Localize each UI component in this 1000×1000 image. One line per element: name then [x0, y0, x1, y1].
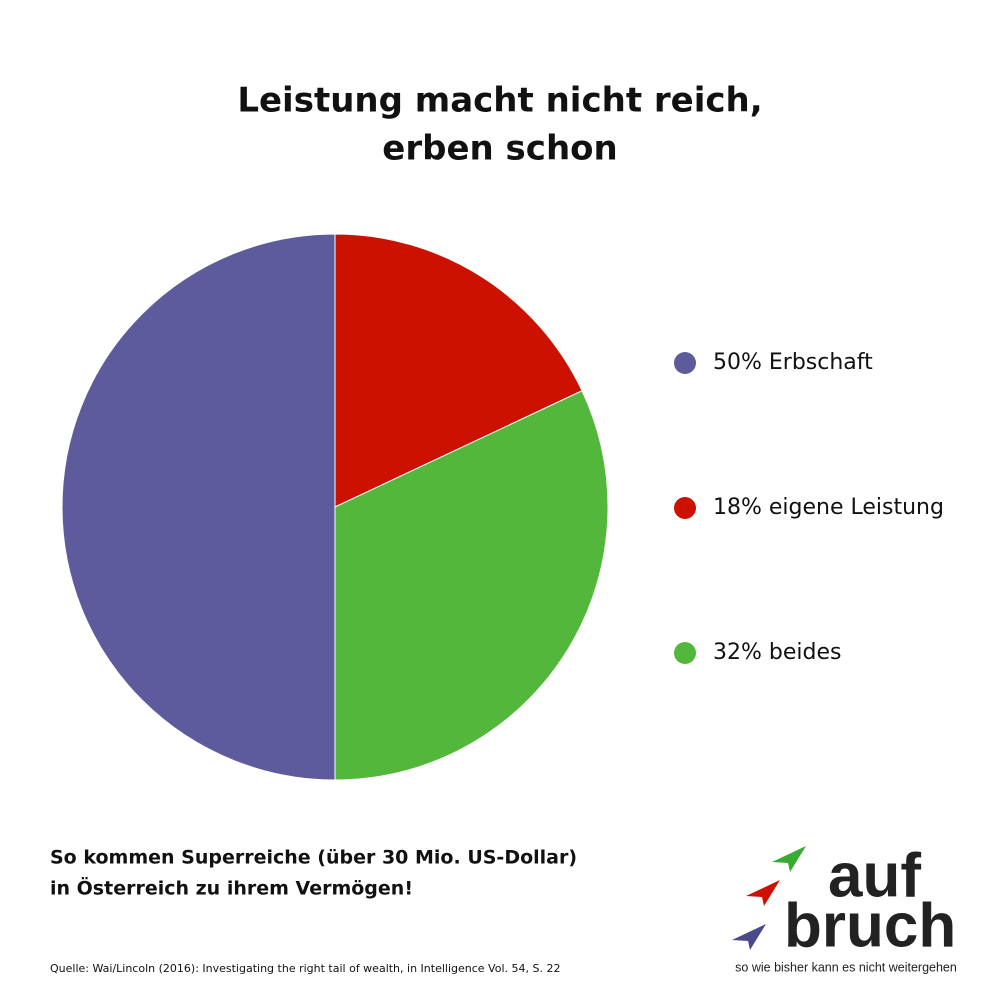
- logo-arrow: [732, 924, 766, 950]
- legend-marker: [674, 352, 696, 374]
- chart-title: erben schon: [382, 129, 617, 169]
- legend-marker: [674, 642, 696, 664]
- legend-label: 50% Erbschaft: [713, 350, 873, 375]
- logo-arrow: [746, 880, 780, 906]
- logo-text: bruch: [784, 891, 956, 960]
- subtitle: So kommen Superreiche (über 30 Mio. US-D…: [50, 847, 577, 869]
- logo-tagline: so wie bisher kann es nicht weitergehen: [735, 960, 957, 974]
- pie-slice: [61, 233, 336, 781]
- subtitle: in Österreich zu ihrem Vermögen!: [50, 876, 413, 900]
- pie-slice: [334, 233, 583, 508]
- pie-slice: [334, 390, 609, 781]
- legend-label: 32% beides: [713, 640, 841, 665]
- logo: auf bruch so wie bisher kann es nicht we…: [732, 841, 957, 974]
- source: Quelle: Wai/Lincoln (2016): Investigatin…: [50, 962, 560, 975]
- legend-marker: [674, 497, 696, 519]
- logo-text: auf: [828, 841, 921, 910]
- legend-label: 18% eigene Leistung: [713, 495, 944, 520]
- chart-title: Leistung macht nicht reich,: [237, 81, 762, 121]
- logo-arrow: [772, 846, 806, 872]
